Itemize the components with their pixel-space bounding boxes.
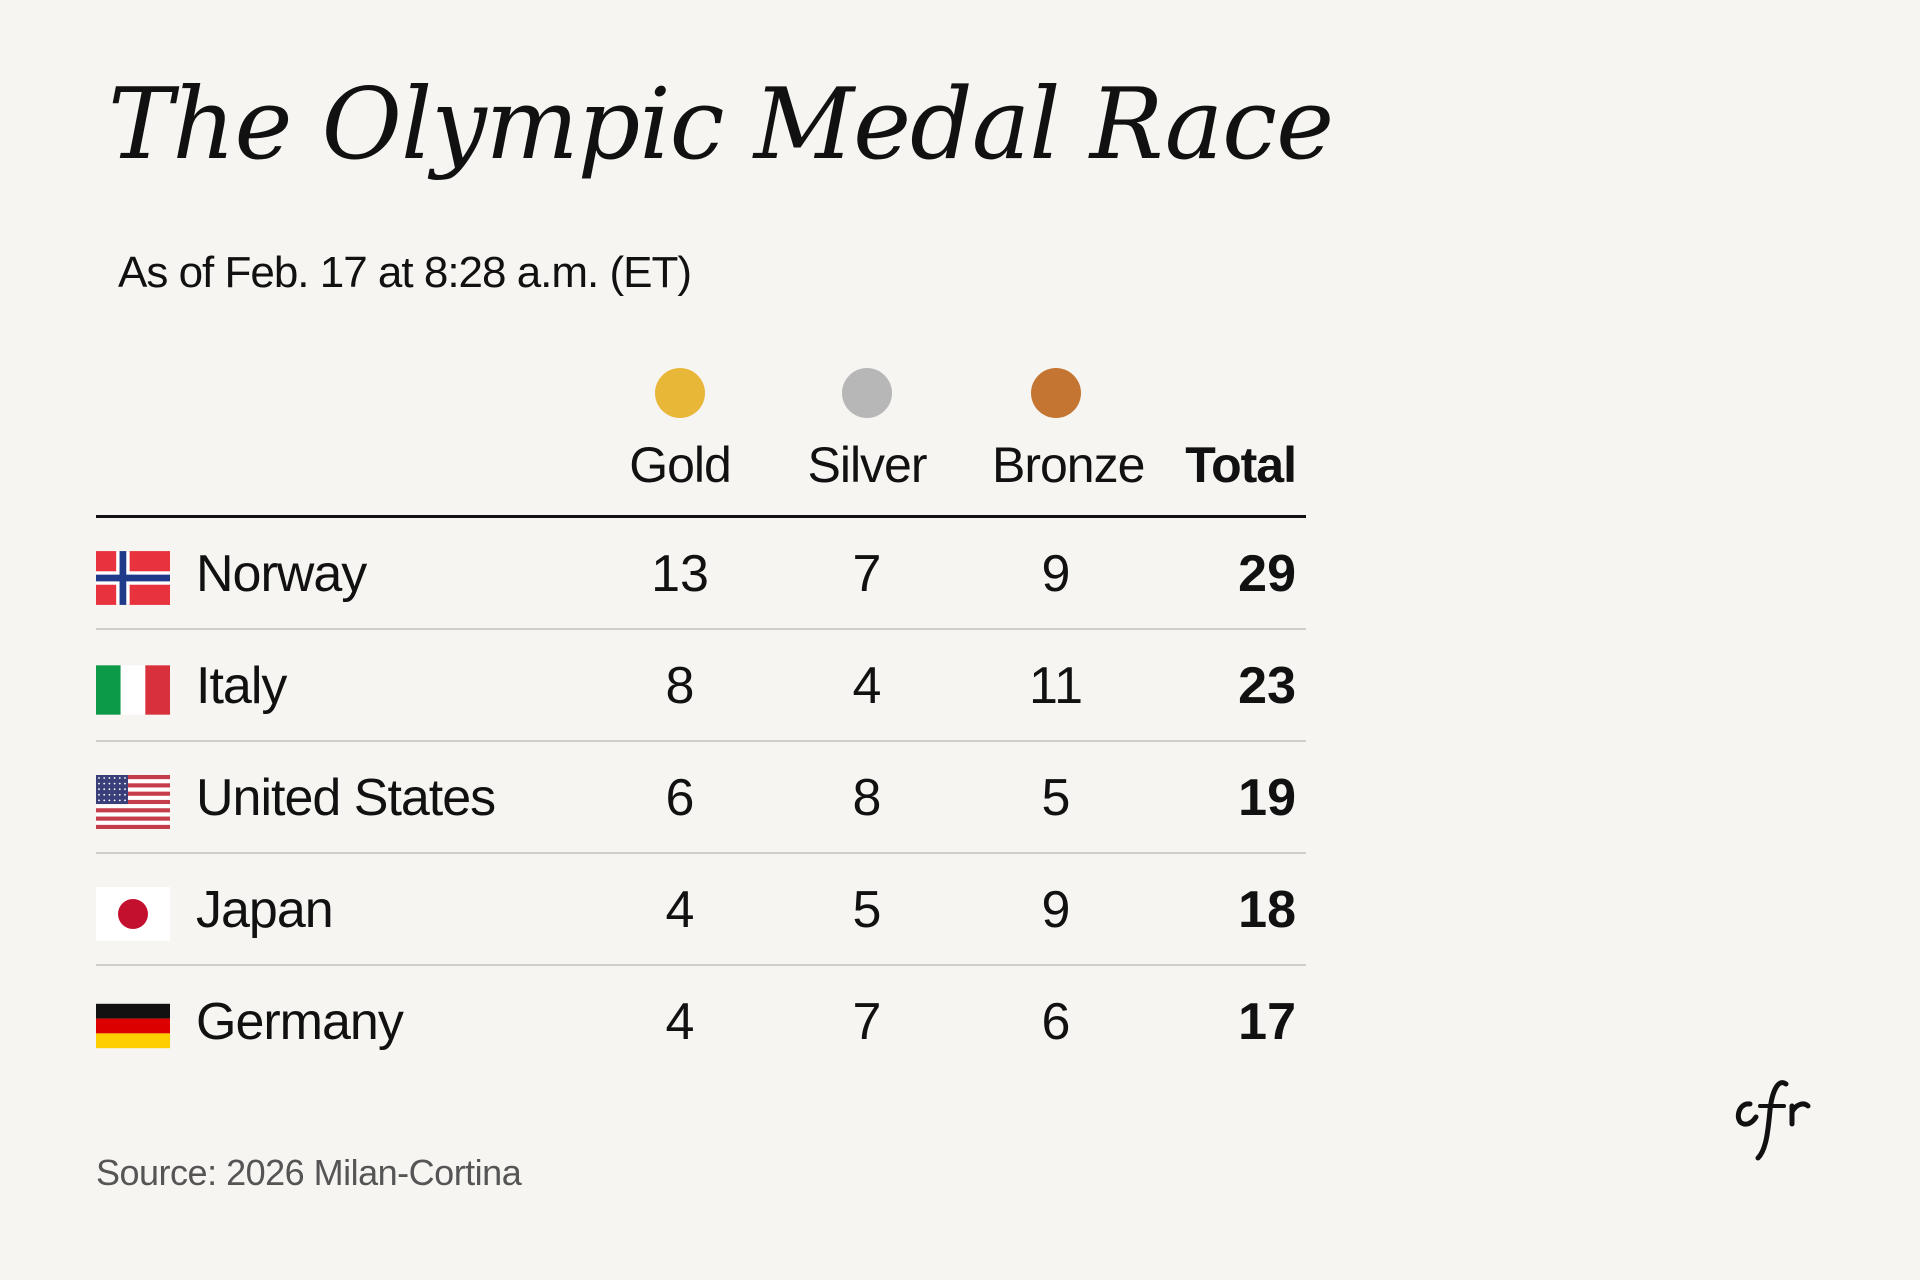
column-label-total: Total (1185, 437, 1297, 493)
cfr-logo-mark (1735, 1080, 1811, 1161)
chart-subtitle: As of Feb. 17 at 8:28 a.m. (ET) (118, 248, 692, 297)
column-bronze: Bronze (992, 360, 1145, 493)
table-row: United States 6 8 5 19 (96, 742, 1306, 854)
country-name: Germany (196, 993, 404, 1051)
table-body: Norway 13 7 9 29 Italy 8 4 11 23 United States 6 8 5 1… (96, 518, 1306, 1076)
gold-count: 8 (665, 657, 695, 715)
table-row: Germany 4 7 6 17 (96, 966, 1306, 1076)
table-row: Norway 13 7 9 29 (96, 518, 1306, 630)
gold-count: 4 (665, 993, 695, 1051)
cfr-logo (1728, 1062, 1828, 1191)
silver-count: 8 (852, 769, 882, 827)
norway-flag-icon (96, 551, 170, 605)
total-count: 19 (1238, 769, 1296, 827)
silver-count: 7 (852, 993, 882, 1051)
bronze-count: 6 (1041, 993, 1071, 1051)
country-name: United States (196, 769, 496, 827)
column-label-silver: Silver (807, 437, 927, 493)
column-label-bronze: Bronze (992, 437, 1145, 493)
total-count: 23 (1238, 657, 1296, 715)
total-count: 18 (1238, 881, 1296, 939)
bronze-count: 9 (1041, 545, 1071, 603)
chart-title: The Olympic Medal Race (108, 68, 1334, 182)
country-name: Norway (196, 545, 367, 603)
table-row: Japan 4 5 9 18 (96, 854, 1306, 966)
total-count: 17 (1238, 993, 1296, 1051)
gold-count: 13 (651, 545, 709, 603)
bronze-count: 11 (1029, 657, 1083, 715)
italy-flag-icon (96, 663, 170, 717)
source-note: Source: 2026 Milan-Cortina (96, 1152, 522, 1193)
total-count: 29 (1238, 545, 1296, 603)
silver-count: 7 (852, 545, 882, 603)
bronze-count: 5 (1041, 769, 1071, 827)
country-name: Italy (196, 657, 287, 715)
bronze-count: 9 (1041, 881, 1071, 939)
column-silver: Silver (803, 360, 931, 493)
table-row: Italy 8 4 11 23 (96, 630, 1306, 742)
column-label-gold: Gold (629, 437, 732, 493)
gold-medal-icon (655, 368, 705, 418)
column-gold: Gold (616, 360, 744, 493)
silver-count: 4 (852, 657, 882, 715)
gold-count: 4 (665, 881, 695, 939)
usa-flag-icon (96, 775, 170, 829)
silver-count: 5 (852, 881, 882, 939)
table-header: Gold Silver Bronze Total (96, 360, 1306, 518)
germany-flag-icon (96, 999, 170, 1053)
bronze-medal-icon (1031, 368, 1081, 418)
japan-flag-icon (96, 887, 170, 941)
gold-count: 6 (665, 769, 695, 827)
silver-medal-icon (842, 368, 892, 418)
medal-table: Gold Silver Bronze Total Norway 13 7 9 29 Ita… (96, 360, 1306, 1076)
country-name: Japan (196, 881, 334, 939)
